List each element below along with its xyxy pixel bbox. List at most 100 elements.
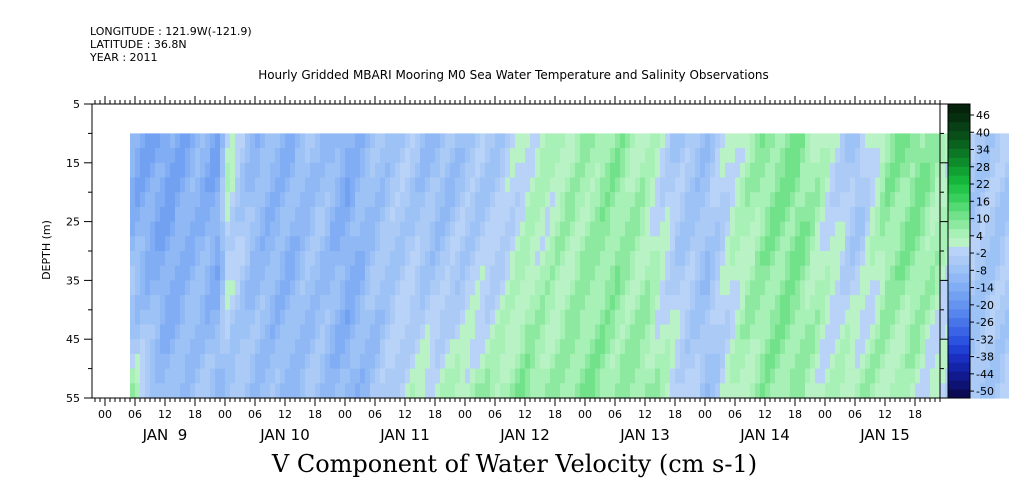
heatmap-cell xyxy=(350,265,356,281)
heatmap-cell xyxy=(540,162,546,179)
heatmap-cell xyxy=(455,236,461,252)
heatmap-cell xyxy=(540,177,546,193)
heatmap-cell xyxy=(170,353,176,370)
heatmap-cell xyxy=(805,133,811,149)
heatmap-cell xyxy=(280,221,286,237)
x-tick-label: 06 xyxy=(848,408,862,421)
heatmap-cell xyxy=(250,383,256,399)
heatmap-cell xyxy=(340,236,346,252)
heatmap-cell xyxy=(660,295,666,311)
heatmap-cell xyxy=(340,383,346,399)
heatmap-cell xyxy=(470,353,476,370)
heatmap-cell xyxy=(975,162,981,179)
heatmap-cell xyxy=(925,133,931,149)
heatmap-cell xyxy=(355,353,361,370)
heatmap-cell xyxy=(735,324,741,340)
heatmap-cell xyxy=(535,368,541,384)
heatmap-cell xyxy=(480,295,486,311)
heatmap-cell xyxy=(750,251,756,267)
heatmap-cell xyxy=(910,206,916,223)
heatmap-cell xyxy=(565,251,571,267)
heatmap-cell xyxy=(490,206,496,223)
heatmap-cell xyxy=(840,383,846,399)
heatmap-cell xyxy=(800,236,806,252)
heatmap-cell xyxy=(200,353,206,370)
heatmap-cell xyxy=(185,324,191,340)
heatmap-cell xyxy=(450,339,456,355)
heatmap-cell xyxy=(990,309,996,326)
heatmap-cell xyxy=(660,339,666,355)
heatmap-cell xyxy=(870,383,876,399)
heatmap-cell xyxy=(445,368,451,384)
heatmap-cell xyxy=(750,324,756,340)
heatmap-cell xyxy=(465,162,471,179)
heatmap-cell xyxy=(525,295,531,311)
heatmap-cell xyxy=(935,133,941,149)
heatmap-cell xyxy=(680,133,686,149)
heatmap-cell xyxy=(470,265,476,281)
heatmap-cell xyxy=(335,368,341,384)
heatmap-cell xyxy=(500,206,506,223)
heatmap-cell xyxy=(350,383,356,399)
heatmap-cell xyxy=(460,295,466,311)
heatmap-cell xyxy=(865,221,871,237)
heatmap-cell xyxy=(520,280,526,296)
heatmap-cell xyxy=(680,339,686,355)
heatmap-cell xyxy=(540,324,546,340)
heatmap-cell xyxy=(130,280,136,296)
heatmap-cell xyxy=(810,383,816,399)
heatmap-cell xyxy=(510,162,516,179)
heatmap-cell xyxy=(350,251,356,267)
heatmap-cell xyxy=(300,295,306,311)
x-tick-label: 06 xyxy=(728,408,742,421)
colorbar-cell xyxy=(948,112,970,123)
heatmap-cell xyxy=(815,221,821,237)
heatmap-cell xyxy=(660,148,666,164)
heatmap-cell xyxy=(905,251,911,267)
heatmap-cell xyxy=(435,339,441,355)
heatmap-cell xyxy=(805,368,811,384)
heatmap-cell xyxy=(350,324,356,340)
heatmap-cell xyxy=(265,324,271,340)
heatmap-cell xyxy=(775,148,781,164)
heatmap-cell xyxy=(985,280,991,296)
heatmap-cell xyxy=(150,309,156,326)
heatmap-cell xyxy=(460,221,466,237)
heatmap-cell xyxy=(140,383,146,399)
heatmap-cell xyxy=(985,383,991,399)
heatmap-cell xyxy=(280,295,286,311)
heatmap-cell xyxy=(710,133,716,149)
heatmap-cell xyxy=(155,177,161,193)
heatmap-cell xyxy=(670,251,676,267)
heatmap-cell xyxy=(225,221,231,237)
heatmap-cell xyxy=(170,177,176,193)
heatmap-cell xyxy=(440,206,446,223)
heatmap-cell xyxy=(800,353,806,370)
heatmap-cell xyxy=(355,148,361,164)
x-day-label: JAN 14 xyxy=(739,426,790,444)
heatmap-cell xyxy=(440,251,446,267)
heatmap-cell xyxy=(175,133,181,149)
heatmap-cell xyxy=(585,309,591,326)
heatmap-cell xyxy=(150,280,156,296)
heatmap-cell xyxy=(625,309,631,326)
heatmap-cell xyxy=(300,339,306,355)
heatmap-cell xyxy=(755,339,761,355)
heatmap-cell xyxy=(850,353,856,370)
heatmap-cell xyxy=(355,383,361,399)
heatmap-cell xyxy=(135,148,141,164)
heatmap-cell xyxy=(520,192,526,208)
heatmap-cell xyxy=(925,265,931,281)
heatmap-cell xyxy=(460,133,466,149)
heatmap-cell xyxy=(145,353,151,370)
heatmap-cell xyxy=(260,162,266,179)
heatmap-cell xyxy=(725,236,731,252)
heatmap-cell xyxy=(230,265,236,281)
heatmap-cell xyxy=(150,177,156,193)
heatmap-cell xyxy=(475,339,481,355)
heatmap-cell xyxy=(610,309,616,326)
colorbar-cell xyxy=(948,157,970,167)
heatmap-cell xyxy=(300,280,306,296)
heatmap-cell xyxy=(490,383,496,399)
heatmap-cell xyxy=(285,309,291,326)
